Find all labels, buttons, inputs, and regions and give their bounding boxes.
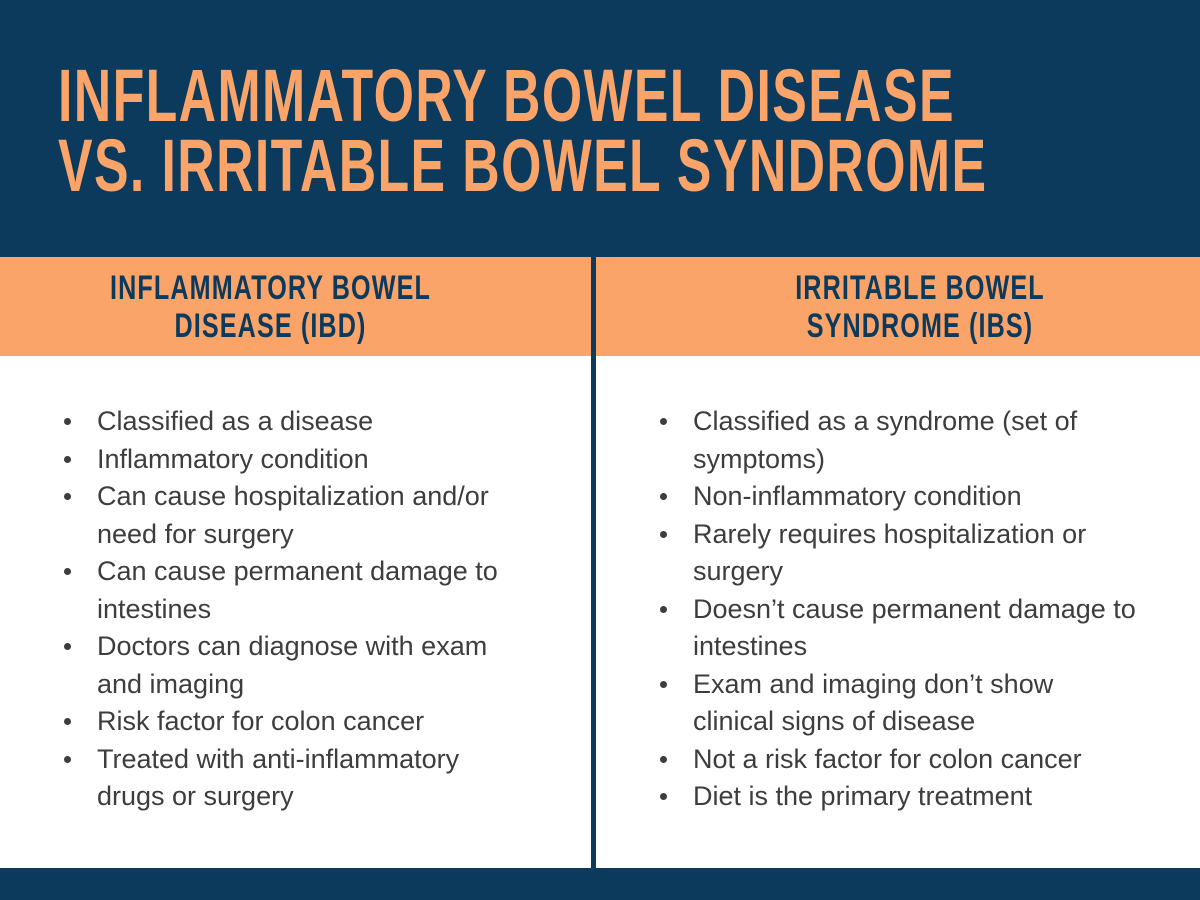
bullet-text: Non-inflammatory condition [693,481,1022,511]
list-item: Doctors can diagnose with exam and imagi… [64,628,591,703]
bullet-dot-icon [64,643,71,650]
bullet-dot-icon [660,755,667,763]
bullet-dot-icon [660,605,667,613]
header-banner: INFLAMMATORY BOWEL DISEASE VS. IRRITABLE… [0,0,1200,257]
list-item: Classified as a disease [64,403,591,441]
bullet-text: Classified as a disease [97,406,374,436]
bullet-text: Can cause permanent damage to intestines [97,556,498,624]
list-item: Not a risk factor for colon cancer [660,741,1200,779]
list-item: Can cause permanent damage to intestines [64,553,591,628]
bullet-dot-icon [64,568,71,575]
bullet-text: Doesn’t cause permanent damage to intest… [693,593,1136,662]
column-header-ibs-line1: IRRITABLE BOWEL [795,268,1045,307]
column-header-ibd: INFLAMMATORY BOWEL DISEASE (IBD) [52,257,489,356]
bullet-text: Classified as a syndrome (set of symptom… [693,406,1078,474]
bullet-text: Can cause hospitalization and/or need fo… [97,481,489,549]
column-headers-banner: INFLAMMATORY BOWEL DISEASE (IBD) IRRITAB… [0,257,1200,356]
bullet-dot-icon [64,493,71,500]
bullet-dot-icon [660,680,667,688]
page-title-line2: VS. IRRITABLE BOWEL SYNDROME [58,123,988,207]
bullet-text: Rarely requires hospitalization or surge… [693,518,1087,587]
ibd-column: Classified as a disease Inflammatory cond… [0,356,591,868]
list-item: Exam and imaging don’t show clinical sig… [660,666,1200,741]
ibs-bullet-list: Classified as a syndrome (set of symptom… [596,356,1200,816]
column-header-ibd-line1: INFLAMMATORY BOWEL [110,268,431,307]
bullet-dot-icon [660,493,667,500]
comparison-content: Classified as a disease Inflammatory cond… [0,356,1200,868]
bullet-text: Risk factor for colon cancer [97,706,425,736]
bullet-dot-icon [660,418,667,425]
list-item: Can cause hospitalization and/or need fo… [64,478,591,553]
page-title-line1: INFLAMMATORY BOWEL DISEASE [58,54,955,137]
bullet-dot-icon [64,755,71,763]
page-title: INFLAMMATORY BOWEL DISEASE VS. IRRITABLE… [58,54,988,207]
bullet-dot-icon [64,455,71,463]
list-item: Risk factor for colon cancer [64,703,591,741]
bullet-text: Not a risk factor for colon cancer [693,743,1082,774]
list-item: Inflammatory condition [64,441,591,479]
bullet-dot-icon [64,418,71,425]
ibs-column: Classified as a syndrome (set of symptom… [596,356,1200,868]
bullet-dot-icon [64,718,71,725]
ibd-bullet-list: Classified as a disease Inflammatory cond… [0,356,591,816]
list-item: Non-inflammatory condition [660,478,1200,516]
list-item: Doesn’t cause permanent damage to intest… [660,591,1200,666]
bullet-text: Doctors can diagnose with exam and imagi… [97,631,488,699]
column-header-ibs-line2: SYNDROME (IBS) [806,306,1034,345]
list-item: Rarely requires hospitalization or surge… [660,516,1200,591]
bullet-dot-icon [660,793,667,800]
list-item: Classified as a syndrome (set of symptom… [660,403,1200,478]
bullet-dot-icon [660,530,667,538]
column-header-ibs: IRRITABLE BOWEL SYNDROME (IBS) [697,257,1144,356]
column-header-ibd-line2: DISEASE (IBD) [174,306,367,345]
bullet-text: Exam and imaging don’t show clinical sig… [693,668,1054,737]
bullet-text: Diet is the primary treatment [693,781,1033,811]
list-item: Diet is the primary treatment [660,778,1200,816]
bullet-text: Treated with anti-inflammatory drugs or … [97,743,460,812]
bullet-text: Inflammatory condition [97,443,369,474]
column-divider [591,257,596,868]
footer-bar [0,868,1200,900]
list-item: Treated with anti-inflammatory drugs or … [64,741,591,816]
